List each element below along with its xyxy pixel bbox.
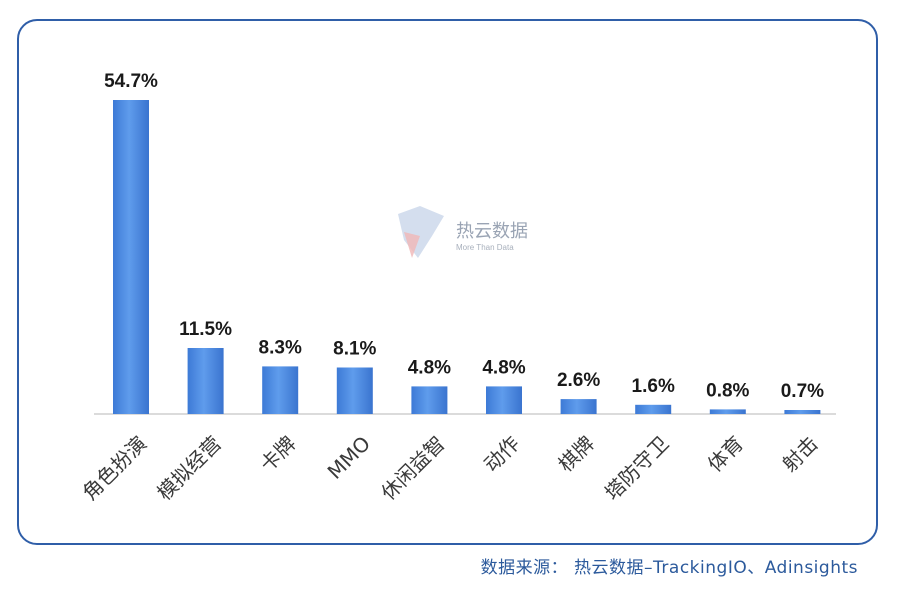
category-label-10: 射击 — [777, 431, 822, 476]
bars-group — [113, 100, 821, 414]
watermark-logo-accent-icon — [404, 232, 420, 258]
chart-frame — [17, 19, 878, 545]
watermark-logo-icon — [398, 206, 444, 258]
category-label-9: 体育 — [703, 431, 748, 476]
bar-7 — [560, 399, 597, 414]
category-label-2: 模拟经营 — [152, 431, 226, 505]
value-label-4: 8.1% — [333, 339, 376, 360]
bar-10 — [784, 410, 821, 414]
watermark-subtitle: More Than Data — [456, 243, 514, 252]
value-label-1: 54.7% — [104, 71, 158, 92]
value-labels-group: 54.7% 11.5% 8.3% 8.1% 4.8% 4.8% 2.6% 1.6% 0.8% 0.… — [104, 71, 824, 402]
value-label-5: 4.8% — [408, 357, 451, 378]
category-label-8: 塔防守卫 — [600, 431, 674, 505]
bar-4 — [336, 367, 373, 414]
bar-5 — [411, 386, 448, 414]
category-label-7: 棋牌 — [554, 431, 599, 476]
watermark-title: 热云数据 — [456, 221, 528, 242]
bar-1 — [113, 100, 149, 414]
category-label-5: 休闲益智 — [376, 431, 450, 505]
category-label-3: 卡牌 — [255, 431, 300, 476]
category-label-6: 动作 — [479, 431, 524, 476]
value-label-9: 0.8% — [706, 380, 749, 401]
category-labels-group: 角色扮演 模拟经营 卡牌 MMO 休闲益智 动作 棋牌 塔防守卫 体育 射击 — [78, 431, 823, 505]
value-label-7: 2.6% — [557, 370, 600, 391]
category-label-1: 角色扮演 — [78, 431, 152, 505]
bar-9 — [709, 409, 746, 414]
bar-2 — [187, 348, 224, 414]
bar-6 — [486, 386, 522, 414]
value-label-8: 1.6% — [632, 376, 675, 397]
category-label-4: MMO — [323, 431, 376, 484]
value-label-10: 0.7% — [781, 381, 824, 402]
value-label-6: 4.8% — [482, 357, 525, 378]
source-note: 数据来源： 热云数据–TrackingIO、Adinsights — [480, 558, 858, 578]
bar-8 — [635, 404, 672, 414]
value-label-3: 8.3% — [259, 337, 302, 358]
bar-3 — [262, 366, 299, 414]
value-label-2: 11.5% — [179, 319, 232, 340]
watermark: 热云数据 More Than Data — [398, 206, 528, 258]
